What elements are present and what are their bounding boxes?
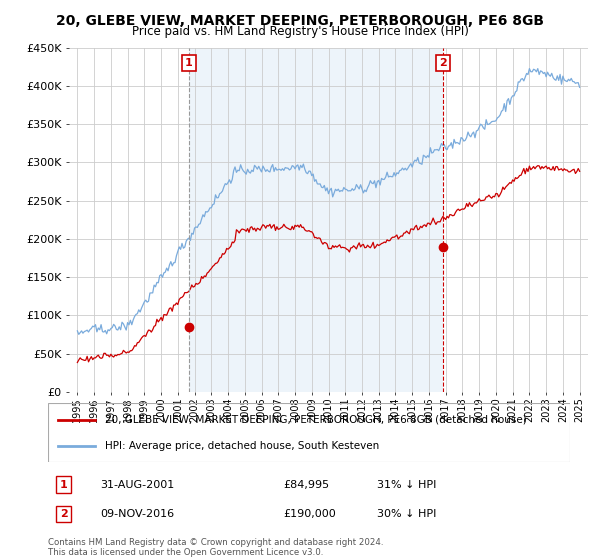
Text: 09-NOV-2016: 09-NOV-2016	[100, 509, 175, 519]
Text: Contains HM Land Registry data © Crown copyright and database right 2024.
This d: Contains HM Land Registry data © Crown c…	[48, 538, 383, 557]
Text: 2: 2	[60, 509, 68, 519]
Text: 1: 1	[185, 58, 193, 68]
Text: 1: 1	[60, 479, 68, 489]
Text: 2: 2	[439, 58, 447, 68]
Text: 30% ↓ HPI: 30% ↓ HPI	[377, 509, 436, 519]
Text: 31-AUG-2001: 31-AUG-2001	[100, 479, 175, 489]
Text: 31% ↓ HPI: 31% ↓ HPI	[377, 479, 436, 489]
Text: £190,000: £190,000	[283, 509, 335, 519]
Text: HPI: Average price, detached house, South Kesteven: HPI: Average price, detached house, Sout…	[106, 441, 380, 451]
Text: £84,995: £84,995	[283, 479, 329, 489]
Text: 20, GLEBE VIEW, MARKET DEEPING, PETERBOROUGH, PE6 8GB (detached house): 20, GLEBE VIEW, MARKET DEEPING, PETERBOR…	[106, 414, 527, 424]
Text: Price paid vs. HM Land Registry's House Price Index (HPI): Price paid vs. HM Land Registry's House …	[131, 25, 469, 38]
Bar	[189, 48, 443, 392]
Text: 20, GLEBE VIEW, MARKET DEEPING, PETERBOROUGH, PE6 8GB: 20, GLEBE VIEW, MARKET DEEPING, PETERBOR…	[56, 14, 544, 28]
